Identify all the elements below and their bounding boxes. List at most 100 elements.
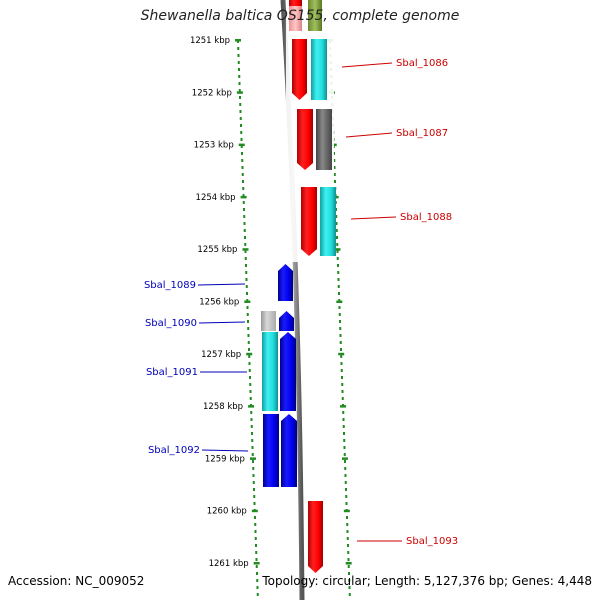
tick-track-left <box>240 110 242 113</box>
scale-tick-left <box>235 39 241 42</box>
tick-track-left <box>247 313 249 316</box>
scale-tick-left <box>241 196 247 199</box>
scale-tick-label: 1254 kbp <box>196 193 236 203</box>
scale-tick-right <box>338 353 344 356</box>
scale-tick-left <box>237 91 243 94</box>
scale-tick-left <box>242 248 248 251</box>
tick-track-left <box>255 544 257 547</box>
tick-track-right <box>344 453 346 456</box>
gene-leader-line <box>202 450 248 451</box>
tick-track-left <box>244 222 246 225</box>
tick-track-right <box>342 390 344 393</box>
gene-label: Sbal_1089 <box>144 280 196 291</box>
tick-track-right <box>341 383 343 386</box>
tick-track-left <box>242 187 244 190</box>
gene-sbal-1086 <box>292 39 307 100</box>
tick-track-left <box>248 341 250 344</box>
tick-track-right <box>343 418 345 421</box>
tick-track-left <box>254 502 256 505</box>
scale-tick-label: 1251 kbp <box>190 36 230 46</box>
tick-track-right <box>345 488 347 491</box>
scale-tick-left <box>250 457 256 460</box>
tick-track-right <box>343 425 345 428</box>
tick-track-right <box>341 362 343 365</box>
gene-label: Sbal_1093 <box>406 536 458 547</box>
tick-track-left <box>247 306 249 309</box>
tick-track-right <box>341 376 343 379</box>
partial-gene-forward-top <box>289 0 302 6</box>
tick-track-right <box>348 558 350 561</box>
tick-track-left <box>250 411 252 414</box>
tick-track-left <box>242 166 244 169</box>
tick-track-left <box>238 75 240 78</box>
genome-title: Shewanella baltica OS155, complete genom… <box>0 8 600 24</box>
scale-tick-left <box>248 405 254 408</box>
tick-track-right <box>347 537 349 540</box>
tick-track-left <box>245 257 247 260</box>
gene-label: Sbal_1088 <box>400 212 452 223</box>
tick-track-right <box>340 341 342 344</box>
tick-track-left <box>243 208 245 211</box>
scale-tick-label: 1257 kbp <box>201 350 241 360</box>
tick-track-left <box>245 264 247 267</box>
scale-tick-label: 1260 kbp <box>207 507 247 517</box>
tick-track-left <box>250 397 252 400</box>
tick-track-left <box>243 215 245 218</box>
gene-leader-line <box>351 217 396 219</box>
tick-track-left <box>239 82 241 85</box>
tick-track-left <box>252 467 254 470</box>
tick-track-left <box>256 565 258 568</box>
tick-track-right <box>336 236 338 239</box>
tick-track-left <box>250 390 252 393</box>
gene-sbal-1088 <box>301 187 317 256</box>
genome-map-svg: 1251 kbp1252 kbp1253 kbp1254 kbp1255 kbp… <box>0 0 600 600</box>
tick-track-right <box>338 278 340 281</box>
gene-label: Sbal_1092 <box>148 445 200 456</box>
tick-track-right <box>346 502 348 505</box>
tick-track-left <box>242 173 244 176</box>
gene-sbal-1087 <box>297 109 313 170</box>
tick-track-left <box>252 446 254 449</box>
scale-tick-left <box>254 562 260 565</box>
tick-track-left <box>249 376 251 379</box>
tick-track-left <box>255 551 257 554</box>
genome-map: 1251 kbp 1252 kbp 1253 kbp 1254 kbp 1255 kbp… <box>0 0 600 600</box>
tick-track-left <box>240 124 242 127</box>
tick-track-left <box>252 460 254 463</box>
scale-tick-right <box>340 405 346 408</box>
cyan-feature-1091 <box>262 332 278 411</box>
tick-track-left <box>251 418 253 421</box>
tick-track-right <box>340 355 342 358</box>
tick-track-left <box>251 432 253 435</box>
scale-tick-left <box>252 510 258 513</box>
tick-track-right <box>338 292 340 295</box>
genome-summary-text: Topology: circular; Length: 5,127,376 bp… <box>262 574 592 588</box>
scale-tick-label: 1252 kbp <box>192 88 232 98</box>
light-feature-1090 <box>261 311 276 331</box>
scale-tick-label: 1258 kbp <box>203 402 243 412</box>
tick-track-left <box>257 593 259 596</box>
tick-track-left <box>244 229 246 232</box>
cyan-feature-1088 <box>320 187 336 256</box>
tick-track-left <box>247 327 249 330</box>
tick-track-right <box>346 523 348 526</box>
tick-track-left <box>252 453 254 456</box>
gene-sbal-1091 <box>280 332 296 411</box>
gene-sbal-1093 <box>308 501 323 573</box>
tick-track-right <box>342 397 344 400</box>
tick-track-right <box>345 495 347 498</box>
tick-track-right <box>336 229 338 232</box>
tick-track-left <box>242 180 244 183</box>
gene-sbal-1092 <box>281 414 297 487</box>
tick-track-right <box>343 432 345 435</box>
scale-tick-label: 1256 kbp <box>199 298 239 308</box>
tick-track-right <box>347 530 349 533</box>
gene-leader-line <box>198 284 245 285</box>
tick-track-left <box>239 103 241 106</box>
tick-track-left <box>251 439 253 442</box>
tick-track-left <box>251 425 253 428</box>
tick-track-left <box>238 54 240 57</box>
gene-leader-line <box>346 133 392 137</box>
gene-label: Sbal_1091 <box>146 367 198 378</box>
gene-label: Sbal_1087 <box>396 128 448 139</box>
